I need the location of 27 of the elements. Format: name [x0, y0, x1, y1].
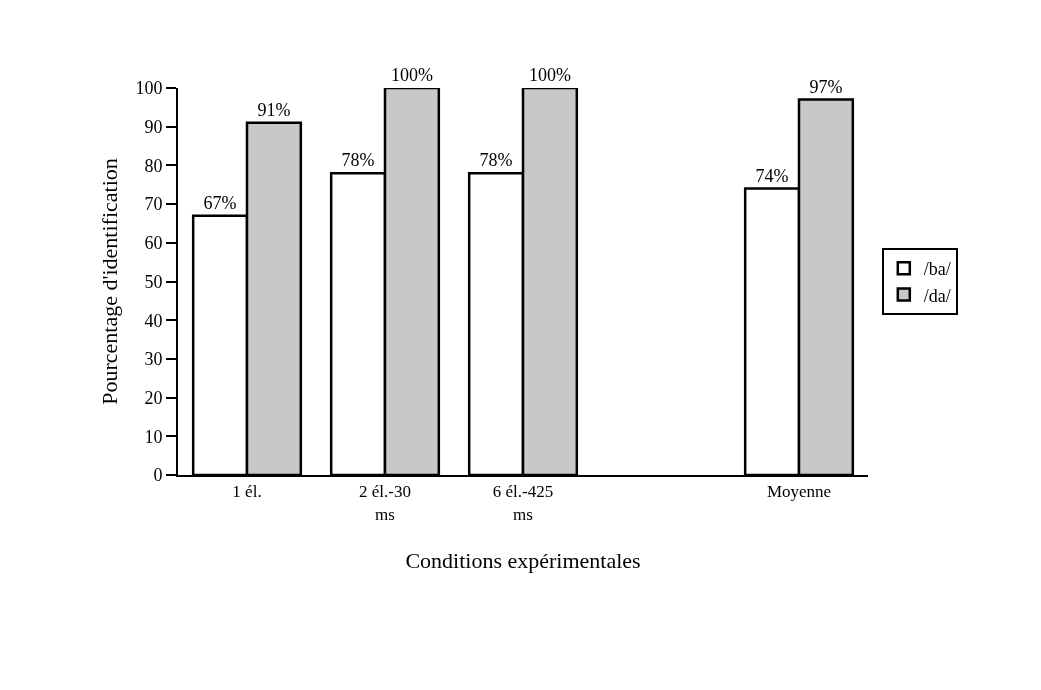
x-tick-label: 1 él.: [232, 482, 262, 502]
data-label: 100%: [528, 65, 571, 85]
y-tick-label: 30: [144, 349, 163, 370]
data-label: 78%: [479, 150, 513, 171]
y-tick-label: 40: [144, 310, 163, 331]
x-tick-label: 6 él.-425 ms: [492, 482, 554, 524]
y-tick-label: 90: [144, 117, 163, 137]
legend-label: /da/: [923, 285, 951, 306]
y-tick-label: 50: [144, 271, 163, 292]
y-tick-label: 0: [153, 465, 163, 486]
y-tick-label: 70: [144, 194, 163, 215]
x-tick-label: Moyenne: [766, 482, 832, 502]
x-tick-label: 2 él.-30 ms: [359, 482, 411, 524]
data-label: 78%: [341, 150, 375, 171]
y-tick-label: 20: [144, 387, 163, 408]
data-label: 74%: [755, 165, 789, 186]
data-label: 97%: [809, 76, 843, 97]
data-label: 67%: [203, 192, 237, 213]
data-label: 91%: [257, 99, 291, 120]
y-axis-title: Pourcentage d'identification: [96, 158, 122, 405]
y-tick-label: 10: [144, 426, 163, 447]
y-tick-label: 80: [144, 155, 163, 176]
y-tick-label: 60: [144, 233, 163, 254]
legend-label: /ba/: [923, 259, 951, 280]
x-axis-title: Conditions expérimentales: [405, 547, 641, 573]
y-tick-label: 100: [135, 78, 163, 99]
data-label: 100%: [390, 65, 433, 85]
